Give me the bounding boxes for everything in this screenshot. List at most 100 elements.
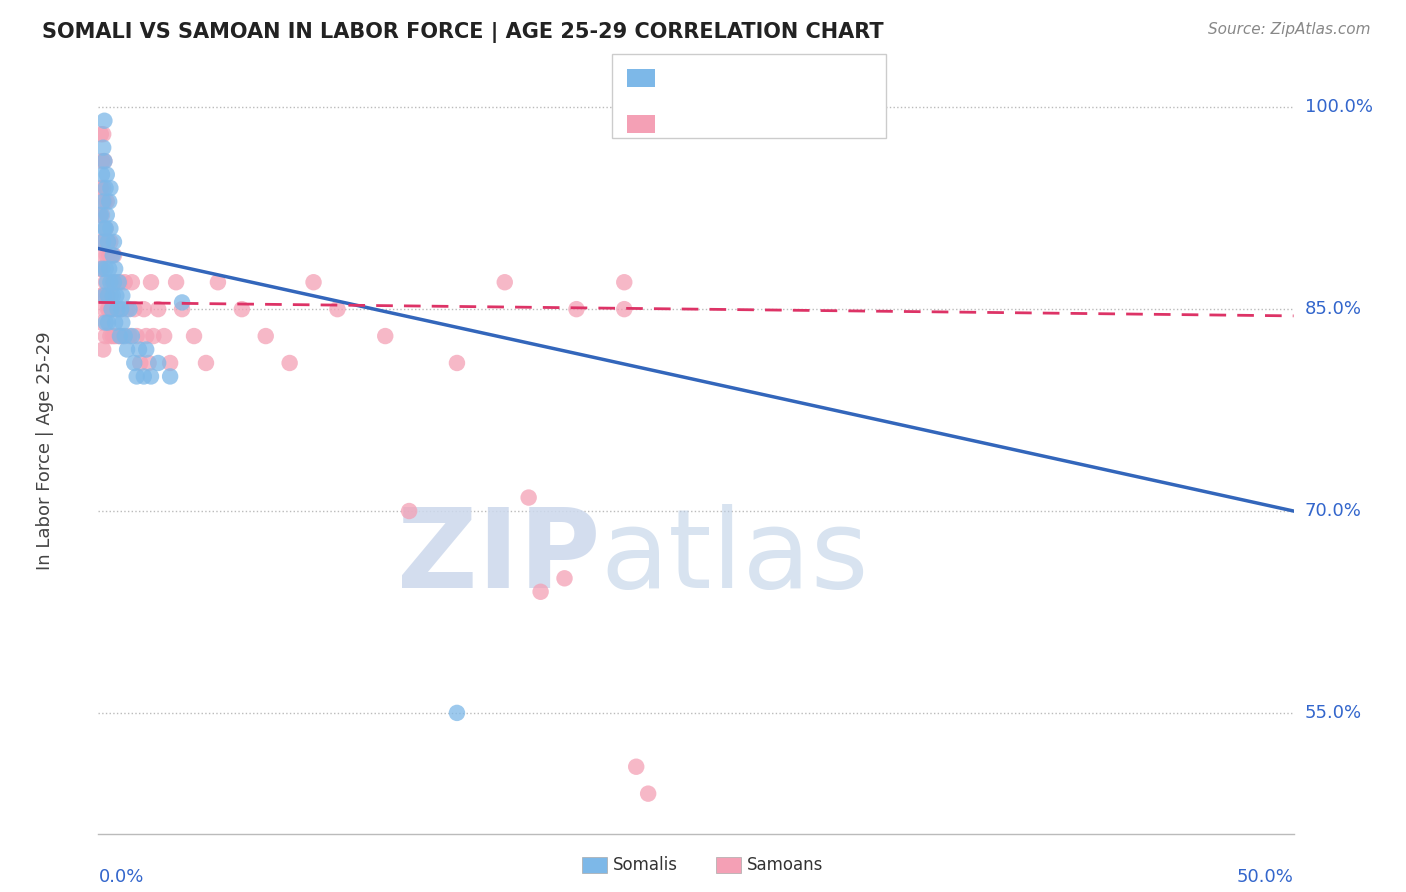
Point bbox=[91, 141, 114, 155]
Point bbox=[530, 584, 553, 599]
Point bbox=[93, 248, 115, 262]
Point bbox=[98, 235, 122, 249]
Point bbox=[398, 504, 420, 518]
Point bbox=[129, 356, 152, 370]
Point bbox=[101, 288, 124, 302]
Point bbox=[97, 316, 120, 330]
Point bbox=[89, 261, 111, 276]
Point bbox=[93, 288, 115, 302]
Point bbox=[172, 302, 194, 317]
Point bbox=[114, 329, 136, 343]
Point bbox=[103, 248, 125, 262]
Point bbox=[107, 302, 129, 317]
Point bbox=[94, 329, 117, 343]
Point bbox=[100, 302, 122, 317]
Point bbox=[93, 302, 115, 317]
Point bbox=[96, 275, 118, 289]
Point bbox=[100, 248, 122, 262]
Point bbox=[115, 302, 138, 317]
Point bbox=[91, 194, 114, 209]
Point bbox=[91, 154, 114, 169]
Point bbox=[94, 181, 117, 195]
Point bbox=[91, 127, 114, 141]
Point bbox=[101, 275, 124, 289]
Point bbox=[128, 343, 150, 357]
Point bbox=[148, 356, 170, 370]
Point bbox=[111, 316, 134, 330]
Point bbox=[91, 316, 114, 330]
Point bbox=[121, 275, 143, 289]
Point bbox=[104, 329, 127, 343]
Point bbox=[103, 275, 125, 289]
Point bbox=[153, 329, 176, 343]
Point bbox=[97, 235, 120, 249]
Point bbox=[98, 261, 121, 276]
Point bbox=[207, 275, 229, 289]
Point bbox=[93, 113, 115, 128]
Point bbox=[132, 302, 155, 317]
Point bbox=[98, 302, 121, 317]
Point bbox=[98, 194, 121, 209]
Point bbox=[108, 275, 131, 289]
Point bbox=[91, 235, 114, 249]
Point bbox=[101, 329, 124, 343]
Point bbox=[494, 275, 516, 289]
Point bbox=[165, 275, 187, 289]
Point bbox=[105, 288, 128, 302]
Point bbox=[96, 168, 118, 182]
Point bbox=[91, 261, 114, 276]
Point bbox=[90, 127, 112, 141]
Point bbox=[278, 356, 301, 370]
Point bbox=[96, 208, 118, 222]
Point bbox=[98, 329, 122, 343]
Point bbox=[94, 275, 117, 289]
Point bbox=[121, 329, 143, 343]
Text: SOMALI VS SAMOAN IN LABOR FORCE | AGE 25-29 CORRELATION CHART: SOMALI VS SAMOAN IN LABOR FORCE | AGE 25… bbox=[42, 22, 884, 44]
Point bbox=[637, 787, 659, 801]
Point bbox=[98, 221, 122, 235]
Point bbox=[97, 235, 120, 249]
Point bbox=[231, 302, 253, 317]
Point bbox=[124, 302, 146, 317]
Point bbox=[89, 208, 111, 222]
Point bbox=[96, 194, 118, 209]
Point bbox=[94, 221, 117, 235]
Text: 50.0%: 50.0% bbox=[1237, 868, 1294, 886]
Point bbox=[159, 356, 181, 370]
Point bbox=[183, 329, 205, 343]
Point bbox=[107, 329, 129, 343]
Point bbox=[107, 275, 129, 289]
Point bbox=[94, 316, 117, 330]
Text: 100.0%: 100.0% bbox=[1305, 98, 1372, 116]
Point bbox=[111, 288, 134, 302]
Point bbox=[108, 329, 131, 343]
Text: ZIP: ZIP bbox=[396, 504, 600, 611]
Point bbox=[91, 235, 114, 249]
Point bbox=[104, 316, 127, 330]
Point bbox=[132, 369, 155, 384]
Point bbox=[172, 295, 194, 310]
Point bbox=[93, 154, 115, 169]
Point bbox=[110, 302, 132, 317]
Point bbox=[626, 760, 648, 774]
Point bbox=[98, 275, 122, 289]
Point bbox=[613, 275, 636, 289]
Text: atlas: atlas bbox=[600, 504, 869, 611]
Point bbox=[104, 261, 127, 276]
Text: R = -0.444   N = 53: R = -0.444 N = 53 bbox=[668, 69, 845, 87]
Point bbox=[93, 221, 115, 235]
Point bbox=[111, 329, 134, 343]
Text: R = -0.014   N = 82: R = -0.014 N = 82 bbox=[668, 115, 845, 133]
Point bbox=[114, 275, 136, 289]
Point bbox=[254, 329, 277, 343]
Point bbox=[138, 356, 160, 370]
Point bbox=[135, 343, 157, 357]
Point bbox=[517, 491, 540, 505]
Text: 85.0%: 85.0% bbox=[1305, 300, 1361, 318]
Point bbox=[90, 208, 112, 222]
Point bbox=[139, 369, 162, 384]
Point bbox=[302, 275, 325, 289]
Point bbox=[159, 369, 181, 384]
Text: 0.0%: 0.0% bbox=[98, 868, 143, 886]
Point bbox=[91, 261, 114, 276]
